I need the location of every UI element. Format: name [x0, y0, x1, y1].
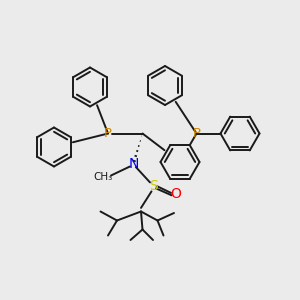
Text: N: N [128, 157, 139, 170]
Text: S: S [148, 179, 158, 193]
Text: CH₃: CH₃ [94, 172, 113, 182]
Text: P: P [193, 127, 200, 140]
Text: O: O [170, 187, 181, 200]
Text: P: P [104, 127, 112, 140]
